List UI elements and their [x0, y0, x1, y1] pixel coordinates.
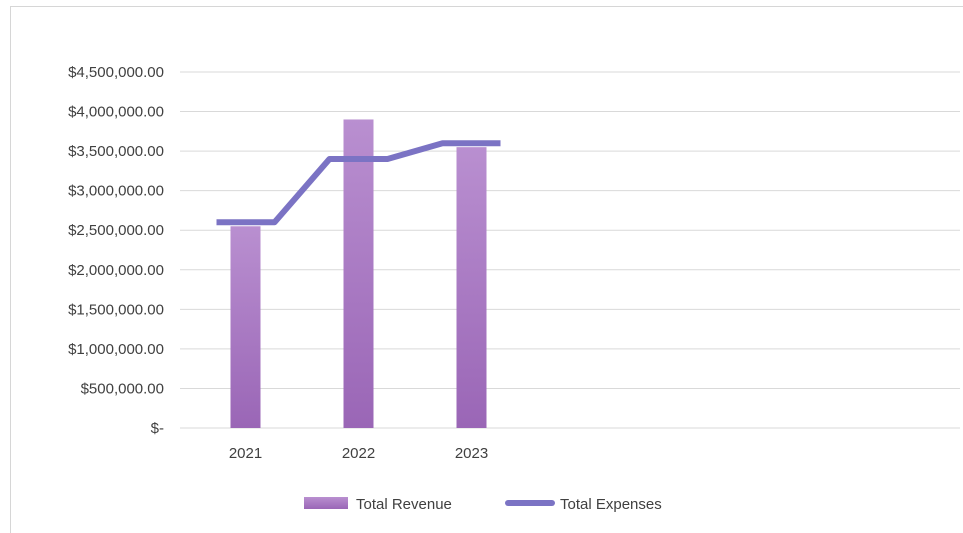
bar-total-revenue-2021: [230, 226, 261, 428]
y-tick-label: $3,000,000.00: [68, 183, 164, 200]
y-tick-label: $1,500,000.00: [68, 301, 164, 318]
legend: Total Revenue Total Expenses: [304, 496, 662, 513]
x-tick-label: 2022: [342, 445, 375, 462]
bar-total-revenue-2022: [343, 119, 374, 428]
line-series-total-expenses: [216, 140, 501, 226]
y-tick-label: $4,000,000.00: [68, 104, 164, 121]
bar-total-revenue-2023: [456, 147, 487, 428]
x-tick-label: 2021: [229, 445, 262, 462]
y-axis-ticks: $- $500,000.00 $1,000,000.00 $1,500,000.00 $…: [68, 64, 164, 437]
x-axis-ticks: 2021 2022 2023: [229, 445, 488, 462]
x-tick-label: 2023: [455, 445, 488, 462]
legend-label-total-expenses: Total Expenses: [560, 496, 662, 513]
legend-swatch-total-revenue: [304, 497, 348, 509]
y-tick-label: $2,000,000.00: [68, 262, 164, 279]
bar-series-total-revenue: [230, 119, 487, 428]
chart-frame: [10, 6, 963, 533]
y-tick-label: $3,500,000.00: [68, 143, 164, 160]
y-tick-label: $-: [151, 420, 164, 437]
y-tick-label: $1,000,000.00: [68, 341, 164, 358]
y-tick-label: $500,000.00: [81, 380, 164, 397]
legend-label-total-revenue: Total Revenue: [356, 496, 452, 513]
y-tick-label: $4,500,000.00: [68, 64, 164, 81]
y-tick-label: $2,500,000.00: [68, 222, 164, 239]
gridlines: [180, 71, 960, 429]
